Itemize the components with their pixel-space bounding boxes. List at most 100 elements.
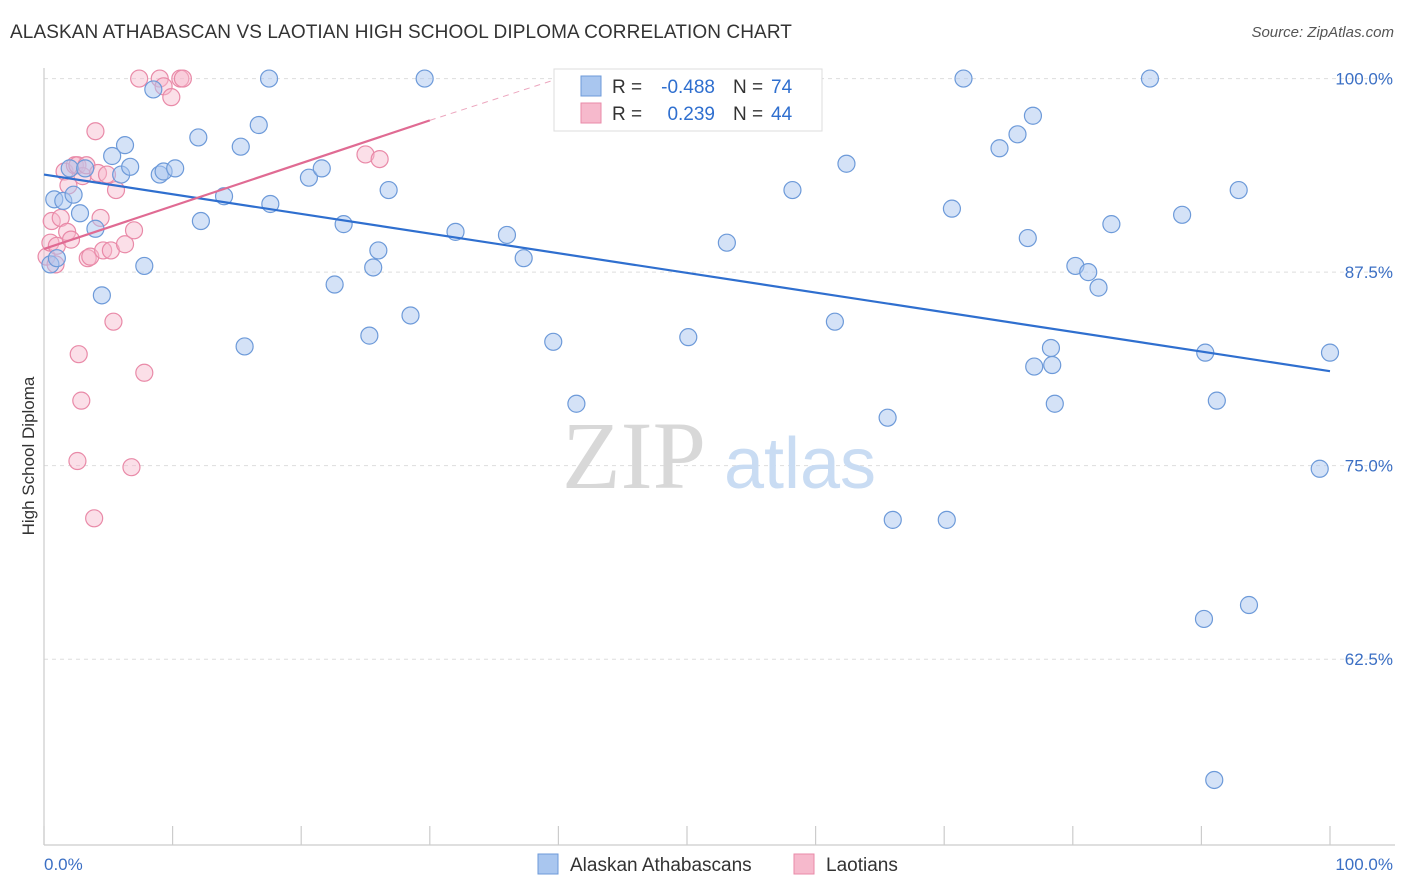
athabascans-point-61 bbox=[1079, 263, 1098, 282]
athabascans-point-42 bbox=[679, 328, 698, 347]
athabascans-point-58 bbox=[1043, 355, 1062, 375]
y-tick-label-0: 100.0% bbox=[1335, 70, 1393, 89]
athabascans-point-62 bbox=[1089, 278, 1108, 297]
athabascans-point-28 bbox=[312, 159, 331, 178]
athabascans-point-70 bbox=[1229, 180, 1248, 200]
athabascans-point-36 bbox=[415, 69, 434, 88]
source-credit: Source: ZipAtlas.com bbox=[1251, 24, 1394, 41]
athabascans-point-54 bbox=[1018, 228, 1037, 248]
watermark: ZIP atlas bbox=[562, 402, 876, 509]
athabascans-point-48 bbox=[883, 510, 902, 529]
athabascans-point-59 bbox=[1045, 394, 1064, 413]
laotians-point-14 bbox=[72, 391, 91, 410]
series-legend: Alaskan Athabascans Laotians bbox=[537, 853, 898, 876]
x-tick-label-end: 100.0% bbox=[1335, 855, 1393, 874]
laotians-point-30 bbox=[124, 221, 144, 240]
athabascans-point-41 bbox=[567, 394, 586, 413]
athabascans-point-44 bbox=[783, 180, 802, 200]
laotians-point-39 bbox=[370, 149, 389, 169]
grid-lines bbox=[44, 78, 1395, 660]
legend-swatch-blue bbox=[580, 75, 602, 97]
watermark-atlas: atlas bbox=[724, 424, 876, 504]
athabascans-point-14 bbox=[135, 256, 154, 276]
laotians-point-28 bbox=[115, 235, 135, 254]
athabascans-point-49 bbox=[937, 510, 956, 529]
legend-n-label-blue: N = bbox=[733, 77, 763, 98]
athabascans-point-71 bbox=[1239, 595, 1259, 615]
athabascans-point-20 bbox=[191, 211, 210, 231]
athabascans-point-33 bbox=[369, 241, 388, 260]
athabascans-point-50 bbox=[942, 199, 962, 218]
athabascans-point-31 bbox=[360, 326, 379, 345]
athabascans-point-10 bbox=[103, 146, 122, 166]
legend-r-value-pink: 0.239 bbox=[667, 104, 715, 125]
legend-r-label-blue: R = bbox=[612, 77, 642, 98]
athabascans-point-34 bbox=[379, 180, 398, 200]
athabascans-point-63 bbox=[1102, 215, 1121, 234]
laotians-point-32 bbox=[135, 363, 154, 382]
athabascans-point-68 bbox=[1207, 391, 1226, 410]
athabascans-point-64 bbox=[1140, 69, 1160, 88]
y-tick-label-1: 87.5% bbox=[1345, 263, 1393, 282]
athabascans-point-6 bbox=[70, 204, 90, 223]
legend-swatch-pink bbox=[580, 102, 602, 124]
athabascans-point-24 bbox=[249, 115, 268, 135]
laotians-point-31 bbox=[130, 69, 149, 88]
athabascans-point-43 bbox=[717, 233, 736, 252]
series-legend-label-blue: Alaskan Athabascans bbox=[570, 855, 752, 876]
athabascans-point-25 bbox=[259, 69, 279, 88]
athabascans-point-23 bbox=[235, 337, 254, 356]
athabascans-point-35 bbox=[401, 306, 420, 325]
athabascans-point-9 bbox=[92, 286, 111, 305]
athabascans-point-46 bbox=[837, 154, 856, 173]
laotians-point-35 bbox=[162, 88, 181, 107]
athabascans-point-2 bbox=[47, 249, 66, 268]
athabascans-point-57 bbox=[1041, 338, 1061, 358]
legend-r-value-blue: -0.488 bbox=[661, 77, 715, 98]
laotians-point-26 bbox=[104, 312, 123, 331]
athabascans-point-30 bbox=[334, 215, 353, 234]
axes bbox=[43, 68, 1395, 846]
athabascans-point-55 bbox=[1023, 106, 1043, 125]
legend-r-label-pink: R = bbox=[612, 104, 642, 125]
athabascans-point-40 bbox=[544, 332, 563, 351]
athabascans-points bbox=[41, 69, 1340, 790]
legend-n-value-blue: 74 bbox=[771, 77, 793, 98]
athabascans-point-51 bbox=[954, 69, 973, 88]
athabascans-point-69 bbox=[1205, 770, 1224, 790]
laotians-point-20 bbox=[86, 122, 105, 141]
athabascans-point-27 bbox=[299, 168, 319, 187]
series-legend-label-pink: Laotians bbox=[826, 855, 898, 876]
laotians-point-38 bbox=[356, 145, 375, 164]
athabascans-trend-line bbox=[43, 173, 1331, 373]
laotians-points bbox=[37, 69, 389, 528]
series-legend-swatch-blue bbox=[537, 853, 559, 875]
athabascans-point-53 bbox=[1008, 125, 1027, 144]
y-axis-label: High School Diploma bbox=[19, 376, 38, 535]
athabascans-point-72 bbox=[1310, 459, 1329, 478]
athabascans-point-15 bbox=[144, 80, 163, 99]
trend-lines bbox=[43, 78, 1331, 373]
athabascans-point-52 bbox=[990, 139, 1009, 158]
athabascans-point-45 bbox=[825, 312, 844, 331]
watermark-zip: ZIP bbox=[562, 402, 706, 509]
series-legend-swatch-pink bbox=[793, 853, 815, 875]
laotians-point-37 bbox=[173, 69, 192, 88]
athabascans-point-65 bbox=[1173, 205, 1192, 224]
tick-labels: 100.0% 87.5% 75.0% 62.5% 0.0% 100.0% bbox=[44, 70, 1393, 874]
athabascans-point-19 bbox=[189, 128, 208, 147]
athabascans-point-73 bbox=[1320, 343, 1340, 362]
correlation-legend: R = -0.488 N = 74 R = 0.239 N = 44 bbox=[553, 68, 823, 132]
athabascans-point-39 bbox=[514, 249, 533, 268]
athabascans-point-4 bbox=[60, 159, 79, 178]
athabascans-point-12 bbox=[115, 136, 135, 155]
laotians-point-12 bbox=[68, 451, 87, 471]
laotians-point-29 bbox=[122, 458, 141, 477]
legend-n-label-pink: N = bbox=[733, 104, 763, 125]
laotians-point-13 bbox=[69, 345, 88, 364]
laotians-point-23 bbox=[94, 241, 113, 260]
athabascans-point-7 bbox=[76, 159, 95, 178]
x-tick-label-start: 0.0% bbox=[44, 855, 83, 874]
laotians-trend-extension bbox=[429, 78, 559, 121]
